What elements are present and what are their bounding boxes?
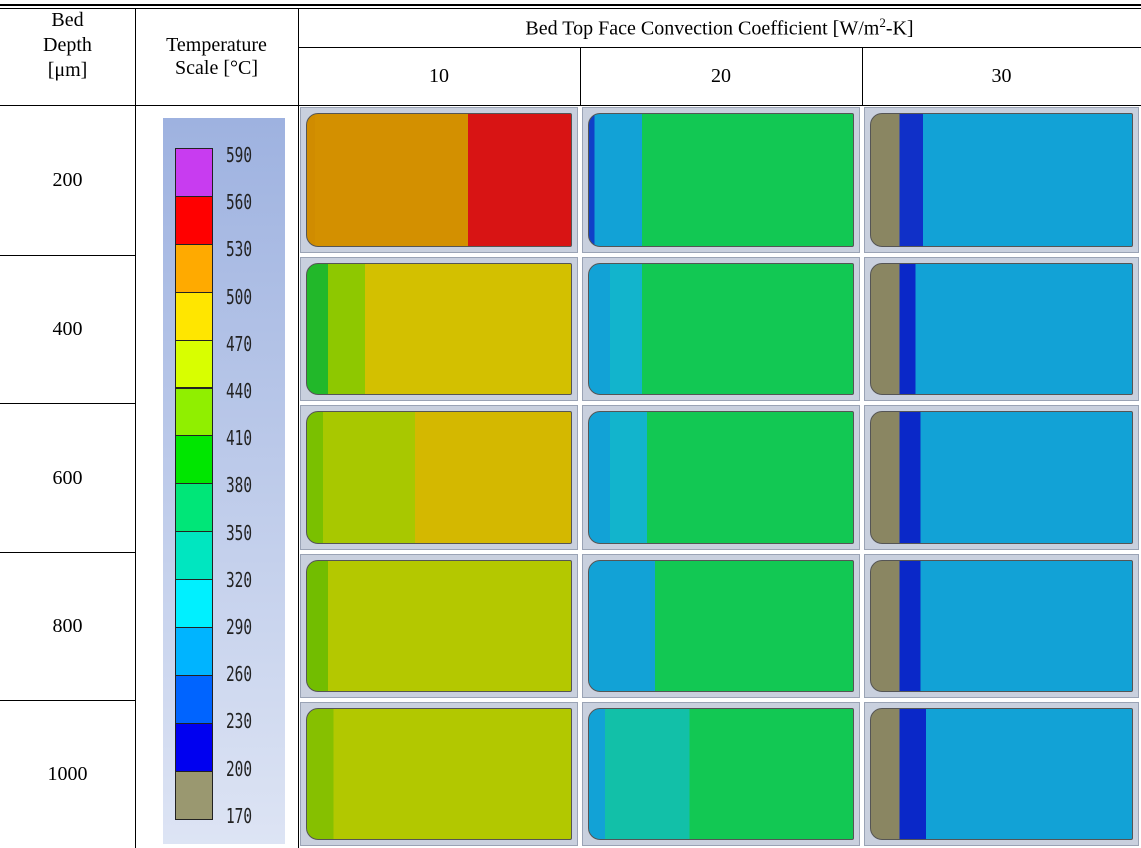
coefficient-header: 30 [862,64,1141,88]
contour [306,708,572,840]
scale-label: 260 [226,663,252,685]
contour [870,560,1133,692]
bed-depth-header: [μm] [0,58,135,82]
scale-label: 320 [226,569,252,591]
bed-depth: 1000 [0,762,135,786]
contour [306,263,572,395]
scale-swatch [175,340,213,389]
scale-label: 350 [226,522,252,544]
rule [135,8,136,848]
scale-label: 170 [226,805,252,827]
row-rule [0,552,135,553]
temperature-scale-header: Scale [°C] [135,56,298,80]
page: Bed Top Face Convection Coefficient [W/m… [0,0,1141,848]
scale-label: 440 [226,380,252,402]
contour [588,263,854,395]
rule [298,47,1141,48]
convection-header: Bed Top Face Convection Coefficient [W/m… [298,11,1141,41]
scale-label: 290 [226,616,252,638]
scale-label: 470 [226,333,252,355]
contour-plot [582,257,860,401]
contour-plot [864,257,1139,401]
scale-swatch [175,771,213,820]
row-rule [0,255,135,256]
contour [870,411,1133,544]
scale-swatch [175,435,213,484]
contour [588,411,854,544]
bed-depth-header: Bed [0,8,135,32]
contour-plot [300,107,578,253]
bed-depth: 200 [0,168,135,192]
contour-plot [300,257,578,401]
contour [870,263,1133,395]
scale-swatch [175,531,213,580]
contour-plot [300,405,578,550]
scale-label: 530 [226,238,252,260]
scale-swatch [175,196,213,245]
contour [588,560,854,692]
contour-plot [300,702,578,846]
scale-label: 200 [226,758,252,780]
contour-plot [864,702,1139,846]
coefficient-header: 10 [298,64,580,88]
scale-swatch [175,627,213,676]
rule [0,4,1141,6]
scale-label: 230 [226,710,252,732]
contour [870,708,1133,840]
contour [588,708,854,840]
scale-label: 590 [226,144,252,166]
rule [0,8,1141,9]
contour [306,113,572,247]
contour [306,411,572,544]
contour-plot [582,702,860,846]
contour [588,113,854,247]
scale-label: 560 [226,191,252,213]
scale-swatch [175,675,213,724]
scale-label: 410 [226,427,252,449]
contour-plot [864,107,1139,253]
contour-plot [582,405,860,550]
contour [306,560,572,692]
bed-depth: 800 [0,614,135,638]
bed-depth: 400 [0,317,135,341]
scale-label: 380 [226,474,252,496]
coefficient-header: 20 [580,64,862,88]
scale-swatch [175,244,213,293]
contour-plot [582,554,860,698]
bed-depth-header: Depth [0,33,135,57]
scale-swatch [175,483,213,532]
contour-plot [300,554,578,698]
contour-plot [864,554,1139,698]
scale-swatch [175,292,213,341]
scale-label: 500 [226,286,252,308]
scale-swatch [175,148,213,197]
bed-depth: 600 [0,466,135,490]
temperature-scale-header: Temperature [135,33,298,57]
contour-plot [864,405,1139,550]
rule [298,8,299,848]
contour-plot [582,107,860,253]
scale-swatch [175,388,213,437]
row-rule [0,700,135,701]
contour [870,113,1133,247]
row-rule [0,403,135,404]
scale-swatch [175,723,213,772]
scale-swatch [175,579,213,628]
rule [0,105,1141,106]
